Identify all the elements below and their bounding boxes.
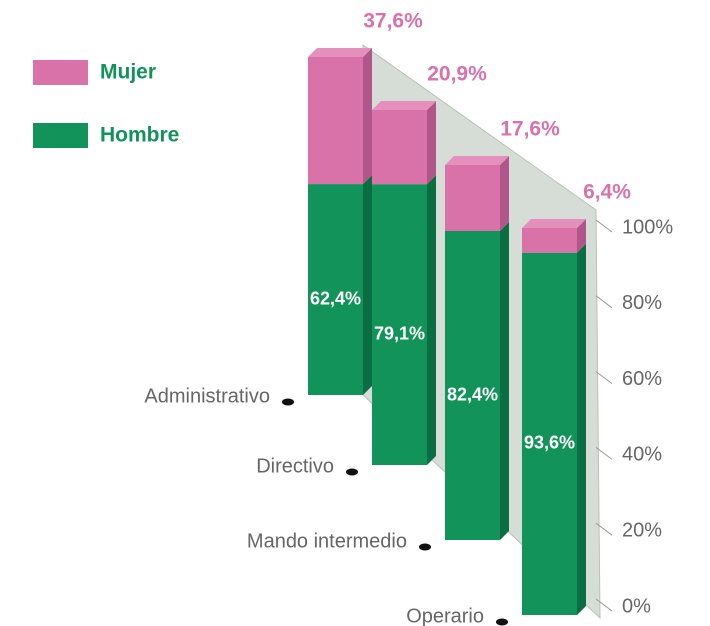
tick-mark	[595, 598, 613, 612]
bar-side	[500, 156, 509, 231]
category-dot	[419, 543, 431, 551]
category-dot	[282, 398, 294, 406]
category-dot	[496, 618, 508, 626]
x-tick-label: Mando intermedio	[247, 530, 407, 552]
bar-top	[445, 156, 509, 165]
value-label: 82,4%	[447, 384, 498, 404]
bar-side	[577, 219, 586, 253]
bar	[372, 184, 427, 465]
bar-side	[427, 101, 436, 185]
value-label: 62,4%	[310, 288, 361, 308]
legend-label: Hombre	[100, 124, 179, 147]
bar-top	[522, 219, 586, 228]
y-tick-label: 80%	[622, 292, 662, 314]
y-tick-label: 0%	[622, 595, 651, 617]
tick-mark	[595, 446, 613, 460]
value-label: 79,1%	[374, 323, 425, 343]
bar	[522, 228, 577, 253]
bar-side	[500, 222, 509, 540]
category-dot	[346, 468, 358, 476]
value-label: 20,9%	[427, 63, 487, 86]
legend-swatch	[33, 60, 88, 85]
bar	[308, 184, 363, 395]
bar-side	[363, 175, 372, 395]
value-label: 93,6%	[524, 433, 575, 453]
bar-side	[427, 175, 436, 465]
y-tick-label: 100%	[622, 216, 673, 238]
legend-label: Mujer	[100, 61, 156, 84]
bar	[445, 165, 500, 231]
y-tick-label: 20%	[622, 519, 662, 541]
bar	[445, 231, 500, 540]
bar-top	[372, 101, 436, 110]
legend-swatch	[33, 123, 88, 148]
value-label: 17,6%	[500, 118, 560, 141]
bar-side	[363, 48, 372, 185]
tick-mark	[595, 295, 613, 309]
bar-side	[577, 243, 586, 615]
x-tick-label: Operario	[406, 605, 484, 626]
bar	[522, 252, 577, 615]
tick-mark	[595, 371, 613, 385]
x-tick-label: Directivo	[256, 455, 334, 477]
x-tick-label: Administrativo	[144, 385, 270, 407]
bar	[372, 110, 427, 185]
tick-mark	[595, 522, 613, 536]
value-label: 37,6%	[363, 10, 423, 33]
tick-mark	[595, 219, 613, 233]
value-label: 6,4%	[583, 181, 631, 204]
bar-top	[308, 48, 372, 57]
y-tick-label: 40%	[622, 444, 662, 466]
y-tick-label: 60%	[622, 368, 662, 390]
bar	[308, 57, 363, 185]
